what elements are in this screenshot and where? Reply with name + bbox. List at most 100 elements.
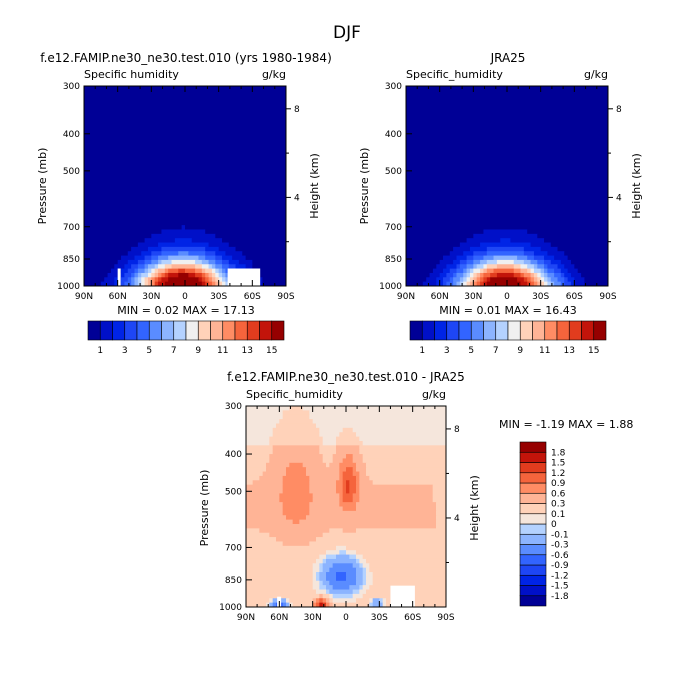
contour-band xyxy=(84,272,109,278)
contour-band xyxy=(326,598,330,604)
contour-band xyxy=(246,550,327,556)
y-tick-label: 500 xyxy=(63,167,80,177)
contour-band xyxy=(486,246,525,252)
contour-band xyxy=(144,255,152,261)
contour-band xyxy=(466,264,474,270)
contour-band xyxy=(84,207,287,213)
contour-band xyxy=(564,277,569,283)
variable-label: Specific humidity xyxy=(84,68,179,81)
contour-band xyxy=(312,598,317,604)
contour-band xyxy=(527,229,609,235)
contour-band xyxy=(359,563,364,569)
contour-band xyxy=(144,277,149,283)
contour-band xyxy=(191,238,223,244)
panel-obs: JRA25 Specific_humidity g/kg 90N 60N 30N 0 3… xyxy=(358,51,643,356)
contour-band xyxy=(246,532,270,538)
contour-band xyxy=(110,268,122,274)
contour-band xyxy=(540,268,545,274)
contour-band xyxy=(195,268,203,274)
contour-band xyxy=(246,580,314,586)
contour-band xyxy=(161,251,179,257)
contour-band xyxy=(84,259,119,265)
contour-band xyxy=(164,272,169,278)
contour-band xyxy=(84,159,287,165)
y2-axis-label: Height (km) xyxy=(630,153,643,219)
contour-band xyxy=(84,90,287,96)
contour-band xyxy=(154,264,159,270)
contour-band xyxy=(181,225,186,230)
contour-band xyxy=(540,277,545,283)
contour-band xyxy=(406,246,454,252)
contour-band xyxy=(359,471,367,477)
contour-band xyxy=(486,281,521,287)
colorbar-label: 1.8 xyxy=(551,448,566,458)
contour-band xyxy=(406,272,431,278)
contour-band xyxy=(406,155,609,161)
contour-band xyxy=(252,264,287,270)
contour-band xyxy=(432,489,447,494)
contour-band xyxy=(533,255,545,261)
contour-band xyxy=(486,251,525,257)
x-tick-label: 60N xyxy=(431,292,449,302)
contour-band xyxy=(359,480,374,486)
contour-band xyxy=(198,277,203,283)
contour-band xyxy=(574,264,609,270)
contour-band xyxy=(316,537,447,542)
colorbar-label: 1.2 xyxy=(551,469,565,479)
contour-band xyxy=(352,467,357,473)
contour-band xyxy=(359,475,370,481)
contour-band xyxy=(366,471,447,477)
contour-band xyxy=(322,454,334,459)
contour-band xyxy=(362,585,370,591)
contour-band xyxy=(459,259,468,265)
contour-band xyxy=(550,242,609,248)
contour-band xyxy=(151,233,216,239)
contour-band xyxy=(222,277,226,283)
colorbar-box xyxy=(519,585,547,597)
contour-band xyxy=(517,255,528,261)
contour-band xyxy=(369,475,447,481)
contour-band xyxy=(547,281,552,287)
contour-band xyxy=(362,576,367,582)
contour-band xyxy=(456,268,464,274)
contour-band xyxy=(406,146,609,152)
contour-band xyxy=(309,506,344,512)
x-tick-label: 30S xyxy=(532,292,549,302)
contour-band xyxy=(282,602,287,608)
contour-band xyxy=(272,432,320,438)
contour-band xyxy=(406,186,609,191)
contour-band xyxy=(406,142,609,148)
contour-band xyxy=(131,264,139,270)
contour-band xyxy=(577,268,609,274)
contour-band xyxy=(436,264,447,270)
colorbar-label: 11 xyxy=(217,346,228,356)
contour-plot: 90N 60N 30N 0 30S 60S 90S 300 400 500 700 850 1000 8 4 xyxy=(57,82,300,302)
contour-band xyxy=(530,242,552,248)
x-tick-label: 60S xyxy=(566,292,583,302)
contour-band xyxy=(319,567,324,573)
y-tick-label: 850 xyxy=(63,255,80,265)
contour-band xyxy=(366,558,447,564)
contour-band xyxy=(406,199,609,204)
contour-band xyxy=(480,259,488,265)
contour-band xyxy=(406,194,609,200)
contour-band xyxy=(406,125,609,130)
contour-band xyxy=(137,264,146,270)
contour-band xyxy=(222,259,230,265)
contour-band xyxy=(147,277,152,283)
contour-band xyxy=(246,593,320,599)
contour-band xyxy=(269,454,324,459)
contour-band xyxy=(520,268,528,274)
contour-band xyxy=(466,268,471,274)
contour-band xyxy=(164,281,203,287)
contour-band xyxy=(246,436,270,442)
contour-band xyxy=(276,537,317,542)
contour-band xyxy=(100,281,115,287)
contour-band xyxy=(319,427,344,433)
contour-band xyxy=(137,259,146,265)
contour-band xyxy=(473,255,484,261)
colorbar-label: 7 xyxy=(493,346,499,356)
colorbar: 1.81.51.20.90.60.30.10-0.1-0.3-0.6-0.9-1… xyxy=(519,441,569,607)
